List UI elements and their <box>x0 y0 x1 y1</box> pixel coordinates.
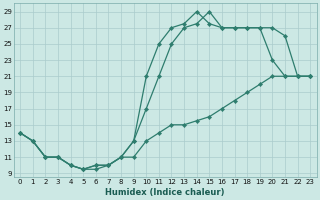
X-axis label: Humidex (Indice chaleur): Humidex (Indice chaleur) <box>106 188 225 197</box>
